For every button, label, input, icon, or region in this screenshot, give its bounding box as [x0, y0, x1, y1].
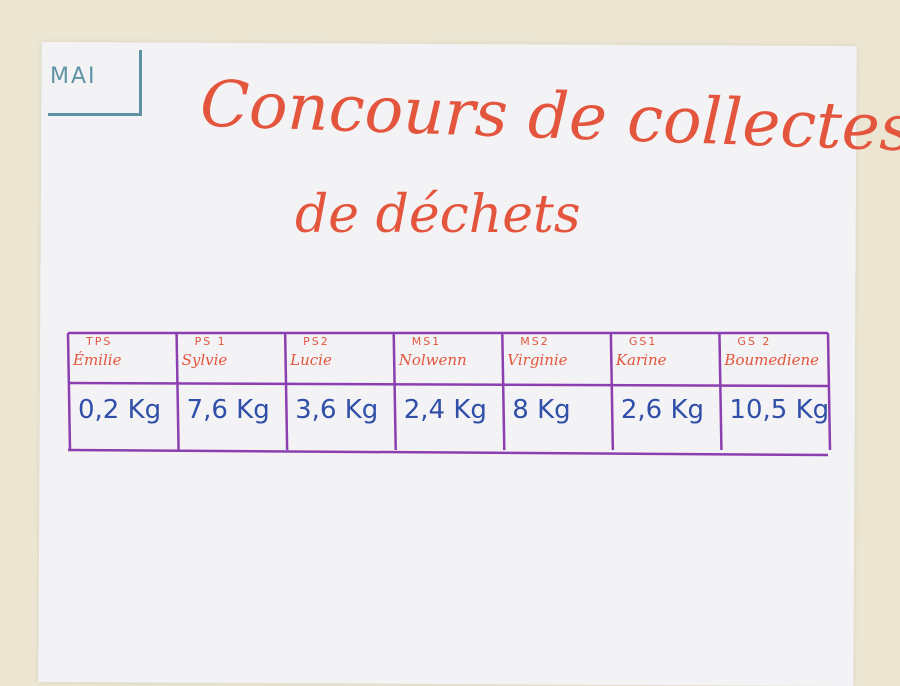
- table-line: [175, 332, 180, 451]
- teacher-name: Nolwenn: [398, 351, 467, 369]
- table-line: [283, 332, 289, 451]
- class-label: PS 1: [194, 335, 227, 348]
- weight-value: 10,5 Kg: [729, 395, 830, 425]
- table-line: [67, 448, 829, 457]
- table-line: [66, 332, 72, 451]
- weight-value: 2,6 Kg: [620, 395, 705, 425]
- table-line: [718, 332, 723, 451]
- title-line: de déchets: [295, 185, 581, 245]
- weight-value: 8 Kg: [512, 395, 571, 425]
- class-label: TPS: [86, 335, 113, 348]
- weight-value: 2,4 Kg: [403, 395, 487, 425]
- class-label: GS1: [628, 335, 658, 348]
- weight-value: 0,2 Kg: [78, 395, 162, 425]
- teacher-name: Boumediene: [724, 351, 820, 369]
- table-line: [609, 332, 615, 451]
- class-label: GS 2: [737, 335, 772, 348]
- month-tag: MAI: [48, 50, 142, 116]
- teacher-name: Lucie: [290, 351, 332, 369]
- teacher-name: Virginie: [507, 351, 568, 369]
- table-line: [392, 332, 397, 451]
- teacher-name: Émilie: [73, 351, 122, 369]
- table-line: [501, 332, 506, 451]
- class-label: MS1: [411, 335, 442, 348]
- weight-value: 3,6 Kg: [295, 395, 379, 425]
- teacher-name: Karine: [615, 351, 667, 369]
- table-line: [67, 381, 829, 388]
- class-label: MS2: [520, 335, 550, 348]
- table-line: [826, 332, 832, 451]
- class-label: PS2: [303, 335, 330, 348]
- teacher-name: Sylvie: [181, 351, 228, 369]
- weight-value: 7,6 Kg: [186, 395, 270, 425]
